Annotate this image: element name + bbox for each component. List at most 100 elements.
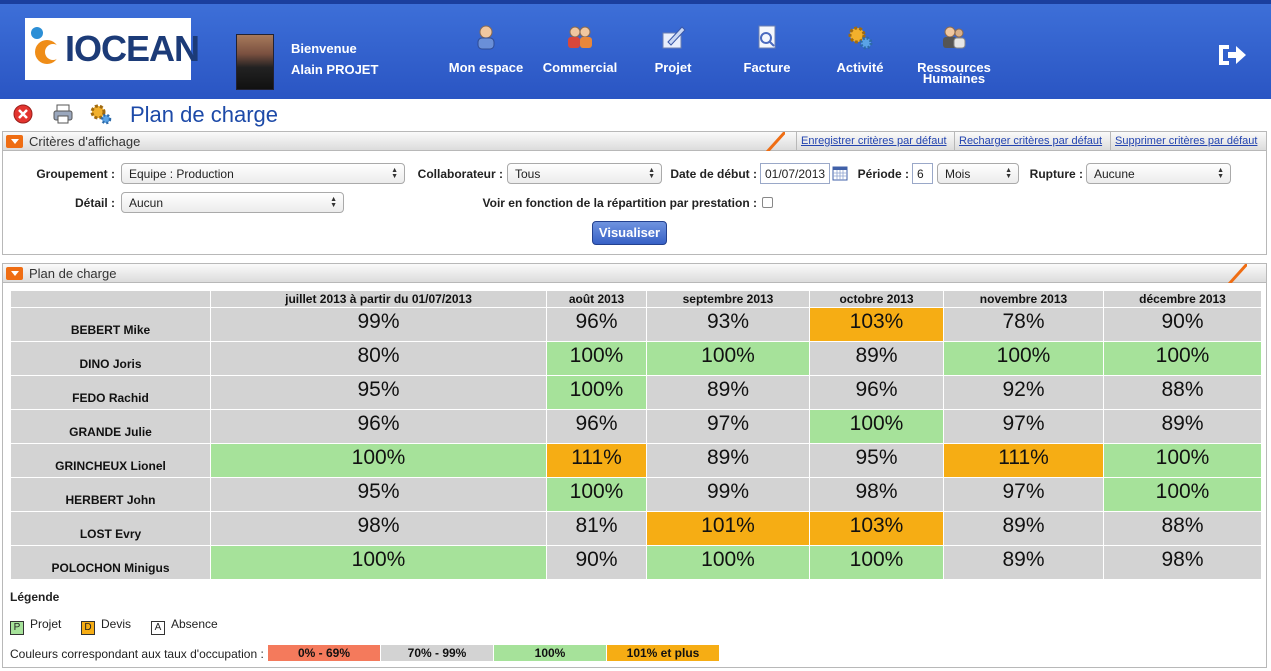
- repartition-checkbox[interactable]: [762, 197, 773, 208]
- rupture-select[interactable]: Aucune ▲ ▼: [1086, 163, 1231, 184]
- load-cell[interactable]: 98%: [210, 511, 547, 546]
- load-cell[interactable]: 98%: [1103, 545, 1262, 580]
- load-cell[interactable]: 88%: [1103, 511, 1262, 546]
- logo-text: IOCEAN: [65, 28, 200, 69]
- table-row: POLOCHON Minigus 100% 90% 100% 100% 89% …: [10, 545, 1262, 580]
- collapse-toggle-icon[interactable]: [6, 267, 23, 280]
- load-cell[interactable]: 78%: [943, 307, 1104, 342]
- occupation-range-70-99: 70% - 99%: [381, 645, 493, 661]
- nav-mon-espace[interactable]: Mon espace: [436, 24, 536, 74]
- collaborator-name[interactable]: GRANDE Julie: [10, 409, 211, 444]
- save-defaults-link[interactable]: Enregistrer critères par défaut: [801, 135, 947, 147]
- load-cell[interactable]: 99%: [646, 477, 810, 512]
- welcome-block: Bienvenue Alain PROJET: [291, 38, 378, 80]
- load-cell[interactable]: 96%: [809, 375, 944, 410]
- periode-input[interactable]: 6: [912, 163, 933, 184]
- workload-table: juillet 2013 à partir du 01/07/2013 août…: [10, 290, 1262, 580]
- load-cell[interactable]: 89%: [943, 511, 1104, 546]
- print-icon[interactable]: [52, 103, 74, 125]
- load-cell[interactable]: 88%: [1103, 375, 1262, 410]
- select-arrows-icon: ▲ ▼: [330, 196, 337, 209]
- detail-select[interactable]: Aucun ▲ ▼: [121, 192, 344, 213]
- nav-commercial[interactable]: Commercial: [530, 24, 630, 75]
- visualiser-button[interactable]: Visualiser: [592, 221, 667, 245]
- load-cell[interactable]: 90%: [546, 545, 647, 580]
- load-cell[interactable]: 100%: [546, 341, 647, 376]
- table-row: LOST Evry 98% 81% 101% 103% 89% 88%: [10, 511, 1262, 546]
- logo-dot: [31, 27, 43, 39]
- load-cell[interactable]: 98%: [809, 477, 944, 512]
- load-cell[interactable]: 95%: [210, 375, 547, 410]
- collaborator-name[interactable]: DINO Joris: [10, 341, 211, 376]
- collaborator-name[interactable]: GRINCHEUX Lionel: [10, 443, 211, 478]
- load-cell[interactable]: 100%: [546, 375, 647, 410]
- load-cell[interactable]: 100%: [809, 409, 944, 444]
- load-cell[interactable]: 97%: [646, 409, 810, 444]
- load-cell[interactable]: 111%: [943, 443, 1104, 478]
- load-cell[interactable]: 100%: [1103, 341, 1262, 376]
- nav-activite[interactable]: Activité: [810, 24, 910, 74]
- page-title: Plan de charge: [130, 102, 278, 127]
- load-cell[interactable]: 89%: [943, 545, 1104, 580]
- load-cell[interactable]: 103%: [809, 511, 944, 546]
- nav-facture[interactable]: Facture: [717, 24, 817, 74]
- collaborator-name[interactable]: LOST Evry: [10, 511, 211, 546]
- close-icon[interactable]: [12, 103, 34, 125]
- collaborator-name[interactable]: BEBERT Mike: [10, 307, 211, 342]
- load-cell[interactable]: 97%: [943, 477, 1104, 512]
- legend-box: P: [10, 621, 24, 635]
- load-cell[interactable]: 96%: [210, 409, 547, 444]
- iocean-logo[interactable]: IOCEAN: [25, 18, 200, 80]
- person-icon: [477, 25, 495, 50]
- collapse-toggle-icon[interactable]: [6, 135, 23, 148]
- logout-icon[interactable]: [1216, 42, 1248, 68]
- load-cell[interactable]: 95%: [809, 443, 944, 478]
- load-cell[interactable]: 95%: [210, 477, 547, 512]
- load-cell[interactable]: 81%: [546, 511, 647, 546]
- date-debut-input[interactable]: 01/07/2013: [760, 163, 830, 184]
- criteria-panel-title: Critères d'affichage: [29, 134, 141, 149]
- load-cell[interactable]: 103%: [809, 307, 944, 342]
- nav-label: Commercial: [542, 60, 618, 75]
- divider: [796, 132, 797, 152]
- reload-defaults-link[interactable]: Recharger critères par défaut: [959, 135, 1103, 147]
- load-cell[interactable]: 96%: [546, 409, 647, 444]
- load-cell[interactable]: 90%: [1103, 307, 1262, 342]
- load-cell[interactable]: 101%: [646, 511, 810, 546]
- periode-unit-select[interactable]: Mois ▲ ▼: [937, 163, 1019, 184]
- load-cell[interactable]: 97%: [943, 409, 1104, 444]
- load-cell[interactable]: 111%: [546, 443, 647, 478]
- hr-icon: [943, 26, 966, 49]
- load-cell[interactable]: 100%: [210, 443, 547, 478]
- load-cell[interactable]: 100%: [943, 341, 1104, 376]
- nav-label: Ressources: [917, 60, 991, 75]
- collaborator-name[interactable]: POLOCHON Minigus: [10, 545, 211, 580]
- collaborator-name[interactable]: HERBERT John: [10, 477, 211, 512]
- load-cell[interactable]: 99%: [210, 307, 547, 342]
- load-cell[interactable]: 89%: [809, 341, 944, 376]
- load-cell[interactable]: 92%: [943, 375, 1104, 410]
- load-cell[interactable]: 93%: [646, 307, 810, 342]
- load-cell[interactable]: 89%: [646, 443, 810, 478]
- calendar-icon[interactable]: [832, 165, 848, 181]
- collaborateur-label: Collaborateur :: [417, 167, 503, 181]
- load-cell[interactable]: 96%: [546, 307, 647, 342]
- load-cell[interactable]: 89%: [1103, 409, 1262, 444]
- delete-defaults-link[interactable]: Supprimer critères par défaut: [1115, 135, 1258, 147]
- rupture-value: Aucune: [1094, 167, 1135, 181]
- load-cell[interactable]: 100%: [1103, 477, 1262, 512]
- load-cell[interactable]: 100%: [546, 477, 647, 512]
- load-cell[interactable]: 100%: [809, 545, 944, 580]
- load-cell[interactable]: 100%: [646, 545, 810, 580]
- load-cell[interactable]: 100%: [1103, 443, 1262, 478]
- groupement-select[interactable]: Equipe : Production ▲ ▼: [121, 163, 405, 184]
- nav-projet[interactable]: Projet: [623, 24, 723, 74]
- load-cell[interactable]: 100%: [646, 341, 810, 376]
- nav-ressources-humaines[interactable]: Ressources Humaines: [904, 24, 1004, 85]
- groupement-label: Groupement :: [36, 167, 115, 181]
- collaborateur-select[interactable]: Tous ▲ ▼: [507, 163, 662, 184]
- load-cell[interactable]: 80%: [210, 341, 547, 376]
- load-cell[interactable]: 100%: [210, 545, 547, 580]
- load-cell[interactable]: 89%: [646, 375, 810, 410]
- collaborator-name[interactable]: FEDO Rachid: [10, 375, 211, 410]
